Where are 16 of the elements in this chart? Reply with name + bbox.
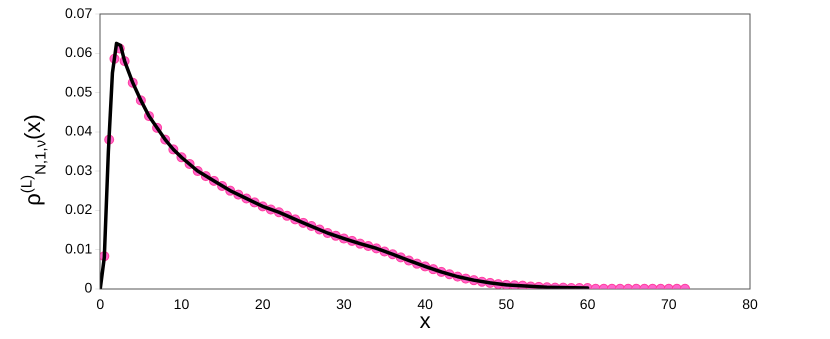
y-tick-label: 0 [84, 280, 92, 296]
y-tick-label: 0.02 [65, 201, 92, 218]
x-tick-label: 70 [660, 296, 677, 312]
x-tick-label: 10 [174, 296, 190, 312]
y-tick-label: 0.06 [65, 44, 92, 60]
x-tick-label: 60 [580, 296, 596, 312]
y-tick-label: 0.07 [65, 4, 92, 21]
y-tick-label: 0.03 [65, 162, 92, 178]
x-tick-label: 30 [336, 296, 352, 312]
y-tick-label: 0.05 [65, 83, 92, 100]
y-tick-label: 0.01 [65, 240, 92, 256]
x-tick-label: 0 [96, 296, 104, 312]
x-tick-label: 50 [498, 296, 514, 312]
y-tick-label: 0.04 [65, 122, 92, 139]
x-tick-label: 20 [254, 296, 271, 312]
x-tick-label: 80 [742, 296, 758, 312]
